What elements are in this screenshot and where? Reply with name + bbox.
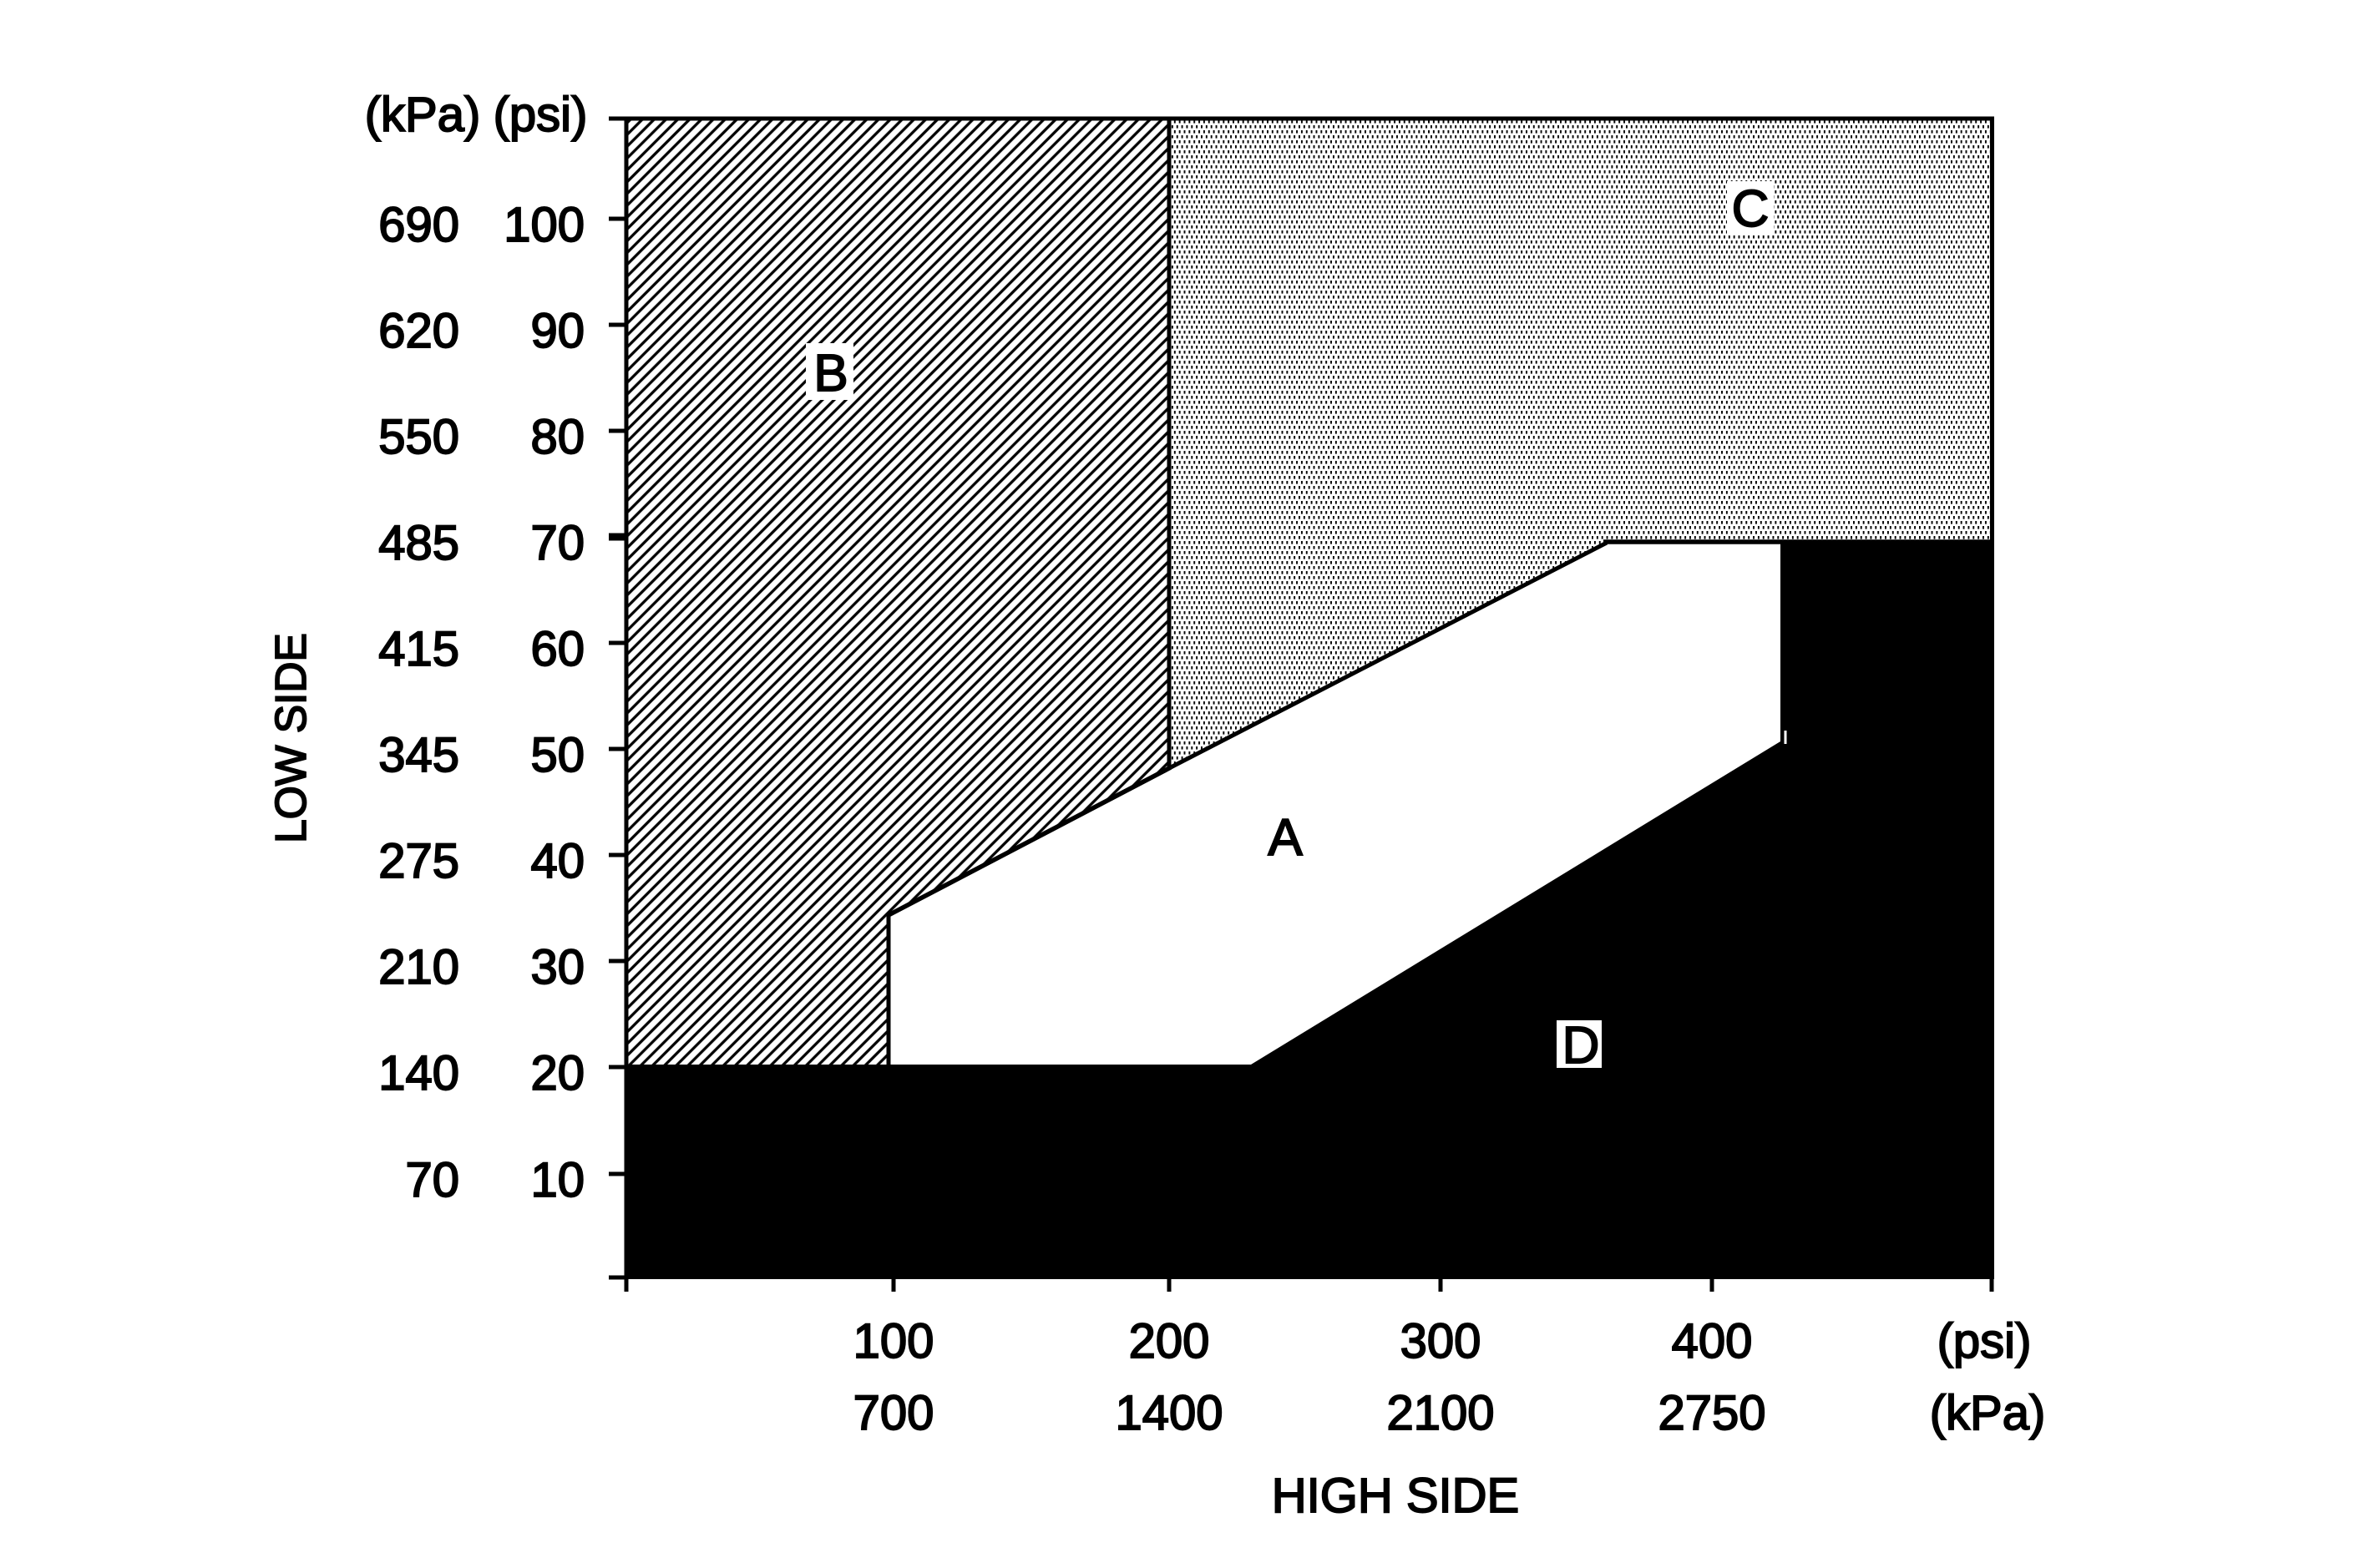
svg-text:100: 100 [853, 1314, 934, 1368]
svg-text:70: 70 [405, 1153, 459, 1207]
svg-text:70: 70 [530, 516, 585, 570]
svg-text:40: 40 [530, 834, 585, 888]
svg-text:415: 415 [378, 622, 459, 676]
svg-text:550: 550 [378, 410, 459, 464]
svg-text:(psi): (psi) [1937, 1314, 2032, 1368]
svg-text:A: A [1268, 809, 1303, 867]
svg-text:700: 700 [853, 1386, 934, 1440]
svg-text:1400: 1400 [1115, 1386, 1223, 1440]
svg-text:620: 620 [378, 304, 459, 358]
svg-text:690: 690 [378, 198, 459, 252]
svg-text:80: 80 [530, 410, 585, 464]
svg-text:10: 10 [530, 1153, 585, 1207]
svg-text:C: C [1732, 180, 1770, 238]
svg-text:30: 30 [530, 940, 585, 994]
svg-text:B: B [813, 345, 848, 402]
svg-text:D: D [1562, 1017, 1600, 1075]
svg-text:200: 200 [1129, 1314, 1210, 1368]
svg-text:140: 140 [378, 1046, 459, 1100]
svg-text:275: 275 [378, 834, 459, 888]
svg-text:90: 90 [530, 304, 585, 358]
svg-text:2750: 2750 [1658, 1386, 1765, 1440]
svg-text:(psi): (psi) [494, 88, 588, 142]
svg-text:(kPa): (kPa) [1930, 1386, 2046, 1440]
svg-text:2100: 2100 [1386, 1386, 1494, 1440]
svg-text:100: 100 [504, 198, 585, 252]
svg-text:(kPa): (kPa) [365, 88, 481, 142]
svg-text:LOW SIDE: LOW SIDE [266, 633, 315, 843]
svg-text:345: 345 [378, 728, 459, 782]
svg-text:50: 50 [530, 728, 585, 782]
svg-text:20: 20 [530, 1046, 585, 1100]
svg-text:400: 400 [1672, 1314, 1753, 1368]
svg-text:210: 210 [378, 940, 459, 994]
svg-text:HIGH SIDE: HIGH SIDE [1272, 1469, 1520, 1523]
svg-text:485: 485 [378, 516, 459, 570]
svg-text:300: 300 [1400, 1314, 1481, 1368]
svg-text:60: 60 [530, 622, 585, 676]
